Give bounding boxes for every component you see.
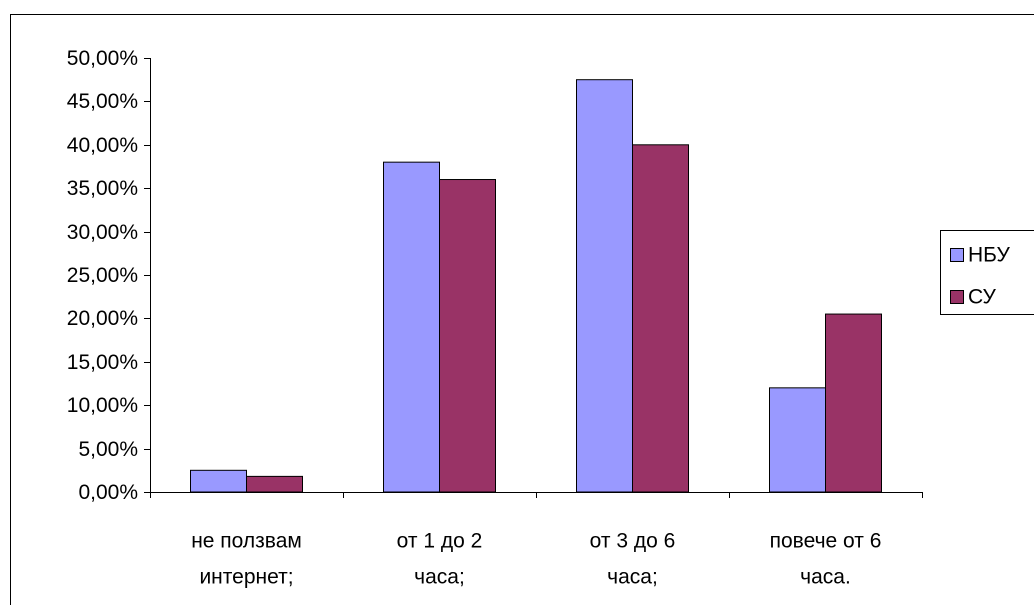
- legend: НБУ СУ: [941, 231, 1034, 315]
- x-tick-label: повече от 6: [770, 530, 882, 553]
- x-tick-label: от 1 до 2: [397, 530, 483, 553]
- legend-label: СУ: [968, 286, 996, 309]
- bar-НБУ-0: [191, 470, 247, 492]
- x-tick-label: интернет;: [199, 566, 293, 589]
- legend-label: НБУ: [968, 244, 1010, 267]
- y-tick-label: 50,00%: [67, 47, 138, 70]
- legend-swatch-НБУ: [951, 249, 964, 262]
- y-tick-label: 40,00%: [67, 134, 138, 157]
- x-tick-label: часа;: [414, 566, 465, 589]
- y-tick-label: 5,00%: [78, 438, 138, 461]
- y-tick-label: 15,00%: [67, 351, 138, 374]
- bar-СУ-0: [247, 476, 303, 492]
- bar-НБУ-1: [384, 162, 440, 492]
- chart-frame: [11, 15, 1034, 606]
- bar-НБУ-2: [577, 80, 633, 492]
- y-tick-label: 10,00%: [67, 394, 138, 417]
- y-tick-label: 25,00%: [67, 264, 138, 287]
- bar-СУ-3: [826, 314, 882, 492]
- x-tick-label: не ползвам: [191, 530, 302, 553]
- y-tick-label: 45,00%: [67, 90, 138, 113]
- legend-swatch-СУ: [951, 291, 964, 304]
- bar-СУ-1: [440, 180, 496, 492]
- x-tick-label: часа.: [800, 566, 851, 589]
- y-tick-label: 35,00%: [67, 177, 138, 200]
- x-tick-label: от 3 до 6: [590, 530, 676, 553]
- x-tick-label: часа;: [607, 566, 658, 589]
- y-tick-label: 30,00%: [67, 221, 138, 244]
- y-tick-label: 20,00%: [67, 307, 138, 330]
- y-tick-label: 0,00%: [78, 481, 138, 504]
- bar-СУ-2: [633, 145, 689, 492]
- bar-НБУ-3: [770, 388, 826, 492]
